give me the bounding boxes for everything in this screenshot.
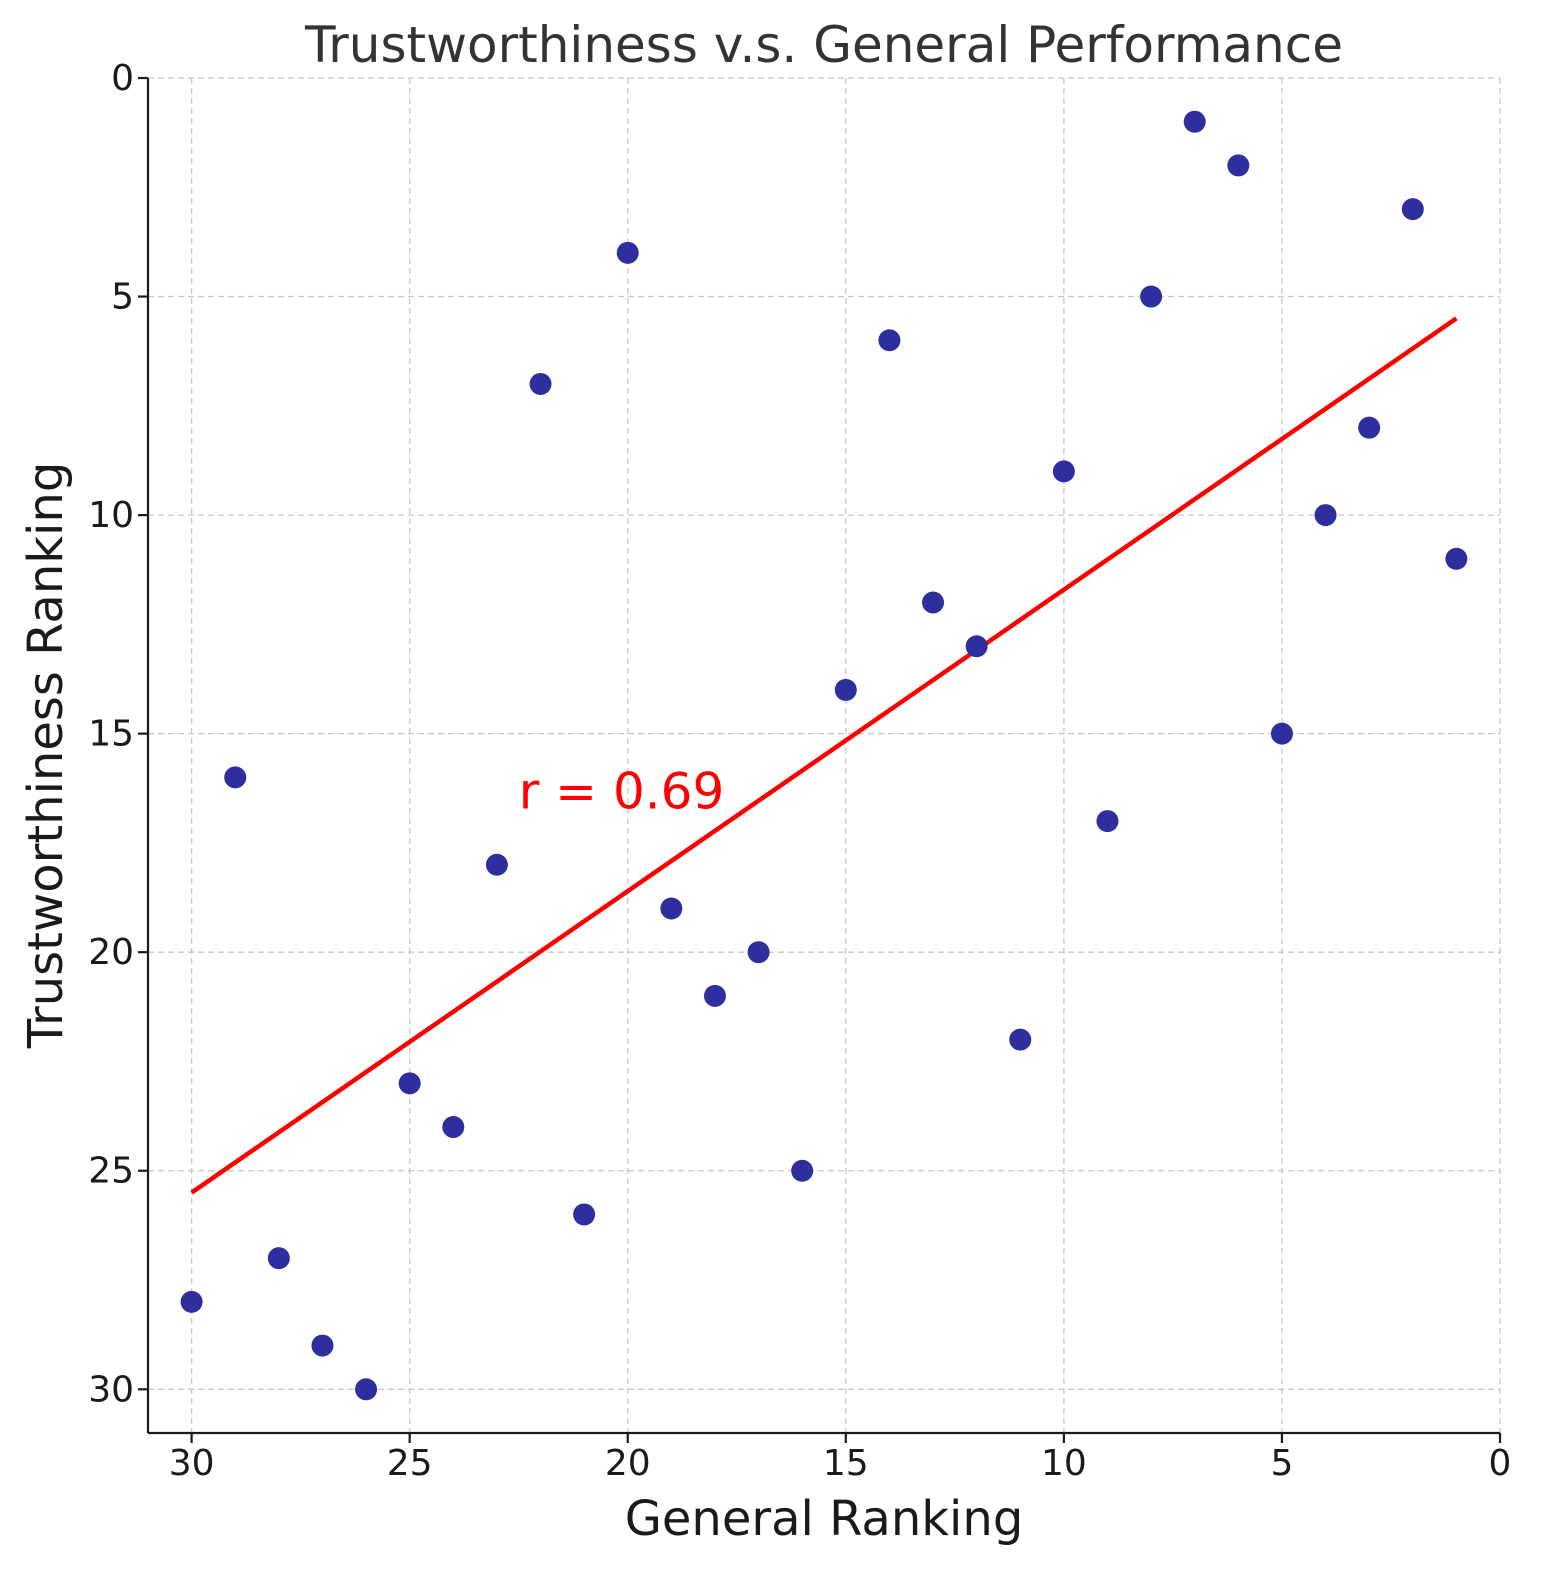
- data-point: [1096, 810, 1119, 833]
- data-point: [791, 1159, 814, 1182]
- data-point: [1052, 460, 1075, 483]
- y-tick-label: 20: [88, 932, 134, 973]
- data-point: [1009, 1028, 1032, 1051]
- data-point: [355, 1378, 378, 1401]
- x-tick-label: 30: [169, 1443, 215, 1484]
- data-point: [398, 1072, 421, 1095]
- correlation-annotation: r = 0.69: [519, 762, 725, 820]
- y-axis-label: Trustworthiness Ranking: [18, 462, 74, 1050]
- data-point: [267, 1247, 290, 1270]
- data-point: [1227, 154, 1250, 177]
- grid: [148, 77, 1501, 1433]
- x-tick-label: 10: [1041, 1443, 1087, 1484]
- regression-line: [190, 316, 1458, 1195]
- data-point: [747, 941, 770, 964]
- chart-title: Trustworthiness v.s. General Performance: [304, 16, 1343, 74]
- x-tick-label: 15: [823, 1443, 869, 1484]
- x-axis-label: General Ranking: [625, 1491, 1024, 1547]
- data-point: [1314, 504, 1337, 527]
- data-point: [965, 635, 988, 658]
- y-tick-label: 15: [88, 714, 134, 755]
- x-tick-label: 20: [605, 1443, 651, 1484]
- annotations: r = 0.69: [519, 762, 725, 820]
- data-point: [442, 1116, 465, 1139]
- y-tick-label: 30: [88, 1369, 134, 1410]
- data-point: [660, 897, 683, 920]
- y-tick-label: 5: [111, 277, 134, 318]
- data-point: [616, 241, 639, 264]
- y-tick-label: 0: [111, 58, 134, 99]
- data-point: [1270, 722, 1293, 745]
- data-point: [1401, 198, 1424, 221]
- fit-line-layer: [190, 316, 1458, 1195]
- data-point: [485, 853, 508, 876]
- y-tick-label: 25: [88, 1151, 134, 1192]
- data-point: [703, 984, 726, 1007]
- data-point: [834, 678, 857, 701]
- data-point: [311, 1334, 334, 1357]
- data-point: [1358, 416, 1381, 439]
- y-tick-label: 10: [88, 495, 134, 536]
- data-point: [180, 1290, 203, 1313]
- data-point: [922, 591, 945, 614]
- data-point: [573, 1203, 596, 1226]
- points: [180, 110, 1468, 1401]
- data-point: [1445, 547, 1468, 570]
- data-point: [224, 766, 247, 789]
- axes: 30 25 20 15 10 5 0 0 5 10 15 20 25 30: [88, 58, 1511, 1484]
- data-point: [1140, 285, 1163, 308]
- x-tick-label: 0: [1489, 1443, 1512, 1484]
- x-tick-label: 5: [1270, 1443, 1293, 1484]
- data-point: [529, 372, 552, 395]
- x-tick-label: 25: [387, 1443, 433, 1484]
- data-point: [1183, 110, 1206, 133]
- data-point: [878, 329, 901, 352]
